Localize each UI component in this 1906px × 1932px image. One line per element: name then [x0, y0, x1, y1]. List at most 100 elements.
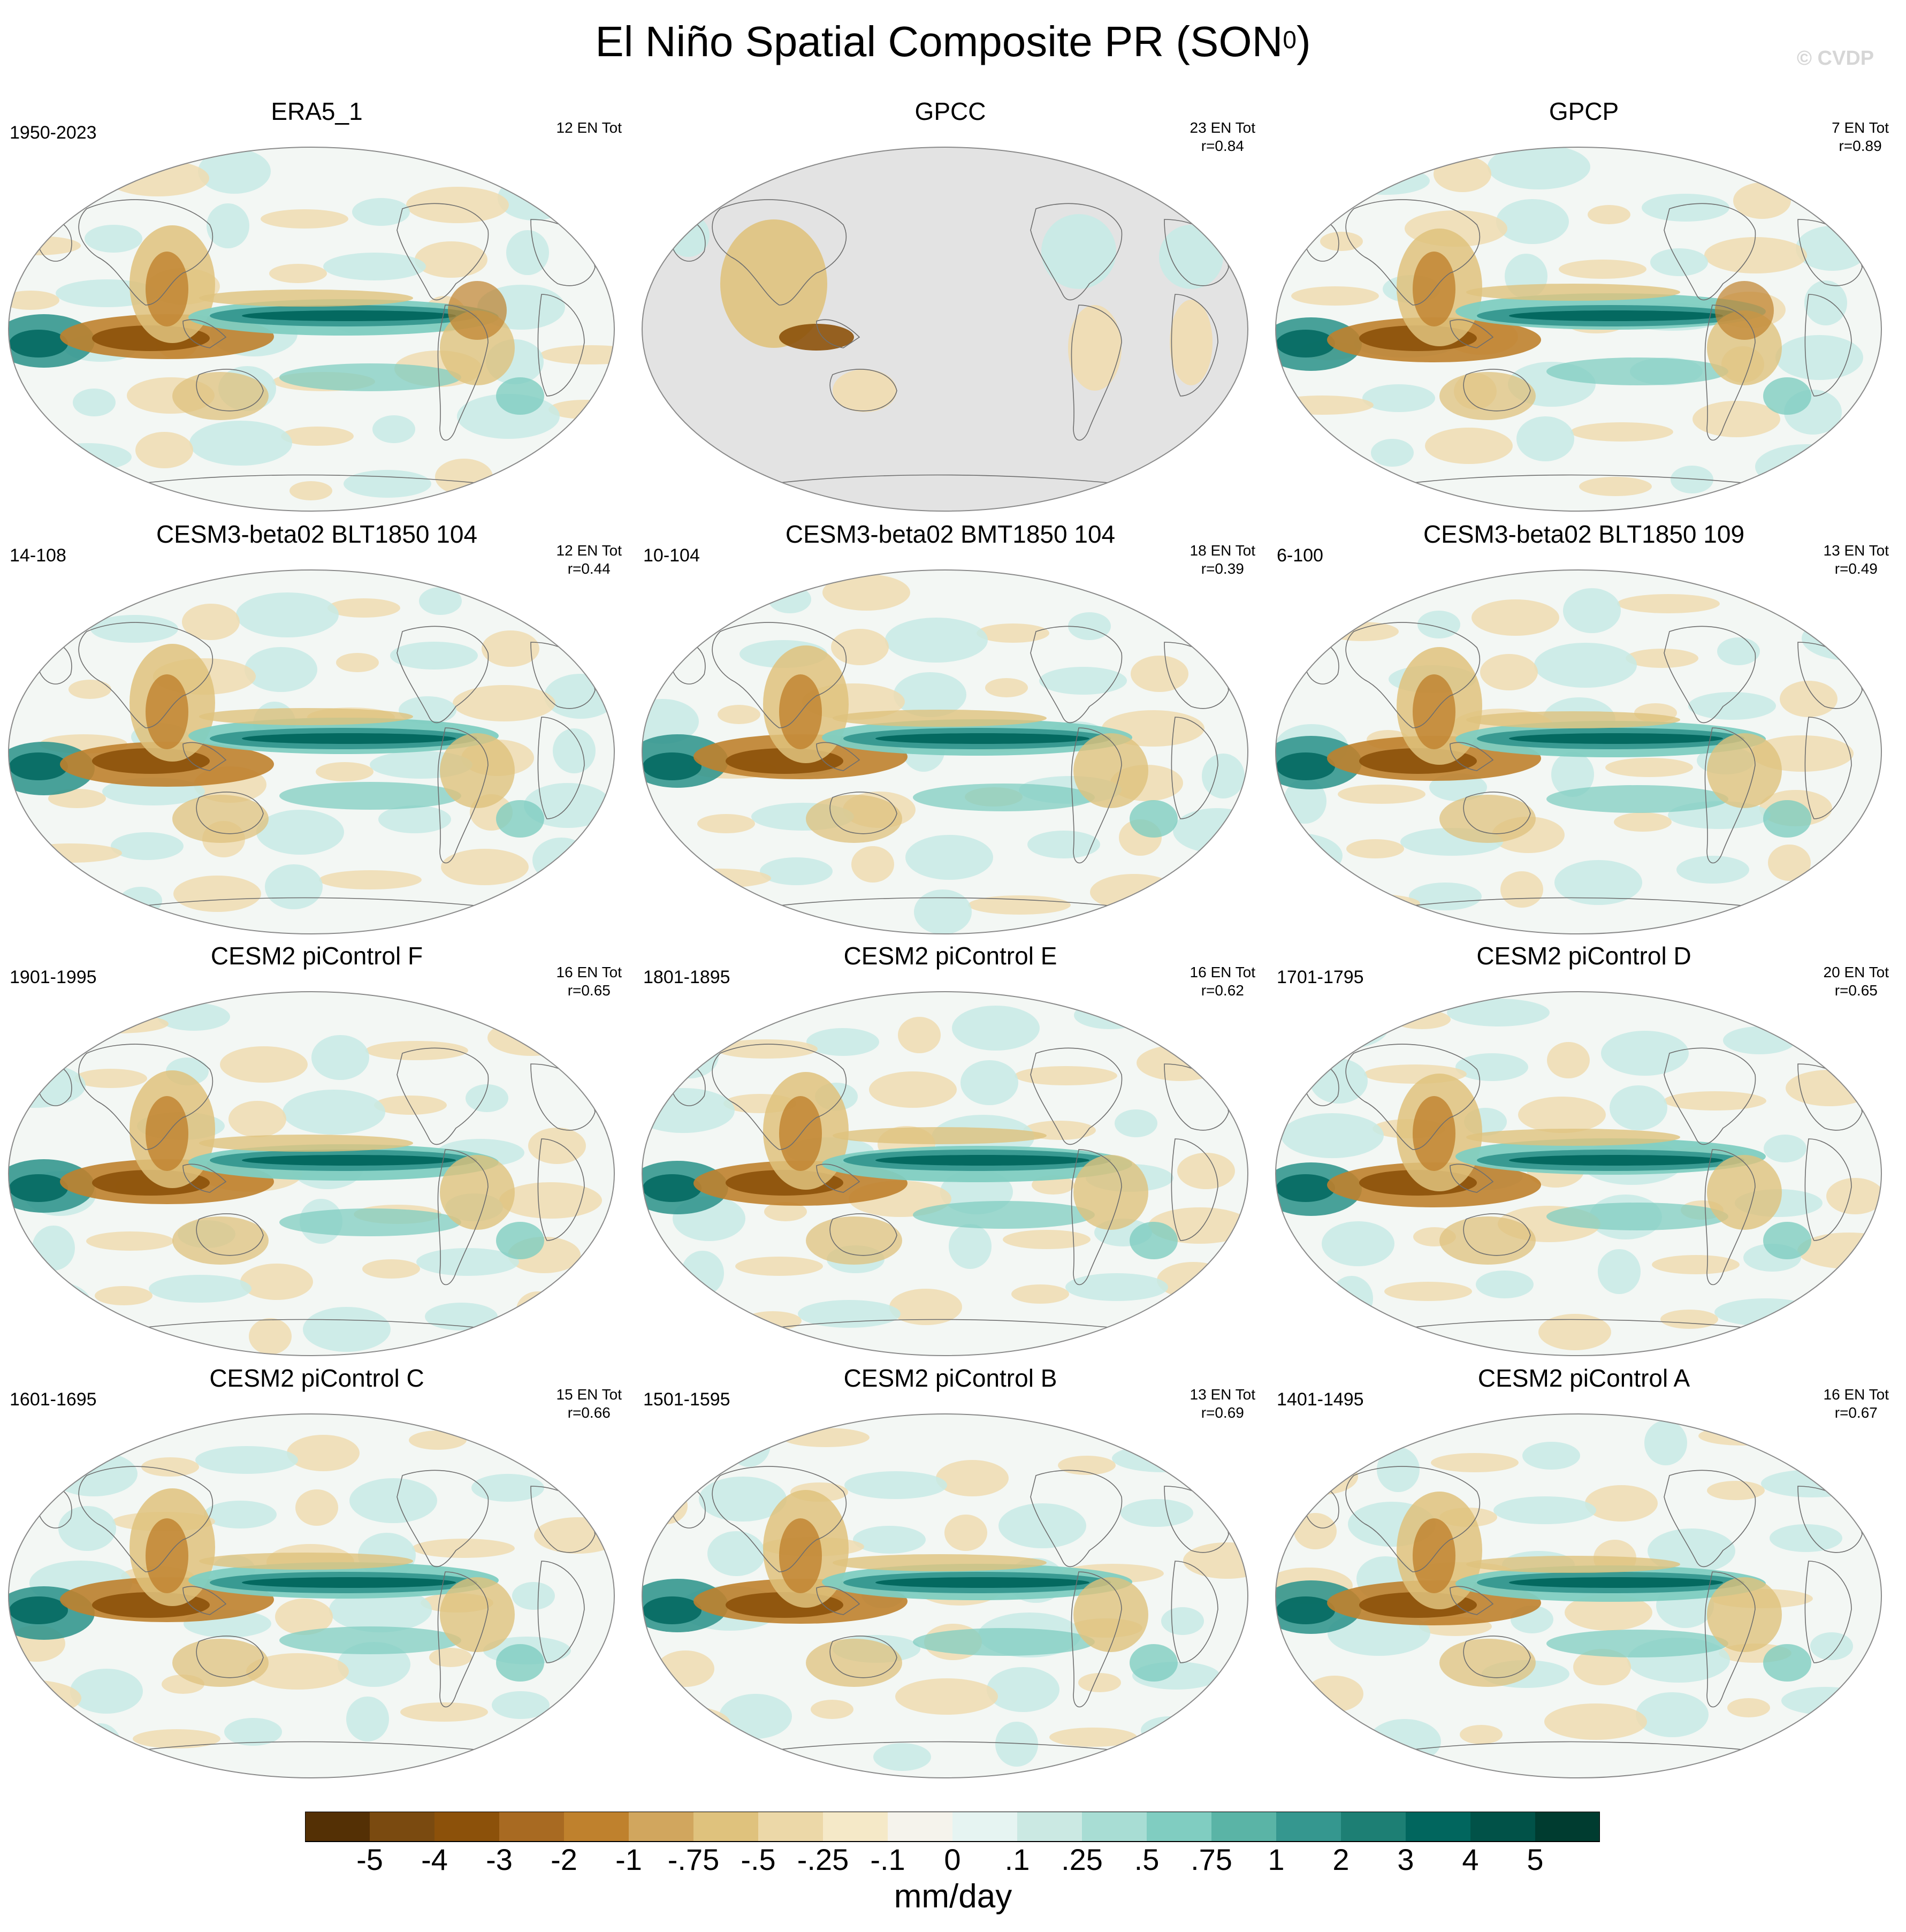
- colorbar-frame: [305, 1812, 1600, 1842]
- robinson-map: [8, 147, 615, 512]
- colorbar-swatch: [1535, 1812, 1600, 1842]
- panel-title: GPCP: [1549, 97, 1619, 125]
- colorbar: [305, 1812, 1600, 1842]
- colorbar-tick-label: -3: [486, 1843, 513, 1876]
- panel-title: CESM3-beta02 BMT1850 104: [785, 520, 1116, 548]
- panel-stats: 13 EN Tot r=0.49: [1824, 542, 1889, 578]
- map-panel: CESM2 piControl A 1401-1495 16 EN Tot r=0.6…: [1274, 1363, 1894, 1786]
- colorbar-tick-label: -.25: [797, 1843, 849, 1876]
- event-count: 15 EN Tot: [556, 1386, 622, 1403]
- panel-years: 1601-1695: [10, 1389, 97, 1410]
- colorbar-units: mm/day: [894, 1878, 1012, 1915]
- colorbar-swatch: [952, 1812, 1018, 1842]
- colorbar-swatch: [1470, 1812, 1536, 1842]
- robinson-map: [642, 147, 1248, 512]
- map-panel: GPCP 7 EN Tot r=0.89: [1274, 96, 1894, 519]
- colorbar-swatch: [1406, 1812, 1471, 1842]
- anomaly-field: [667, 199, 1229, 488]
- map-panel: CESM2 piControl E 1801-1895 16 EN Tot r=0.6…: [640, 941, 1261, 1364]
- event-count: 13 EN Tot: [1190, 1386, 1255, 1403]
- colorbar-tick-label: 3: [1397, 1843, 1414, 1876]
- panel-years: 1401-1495: [1277, 1389, 1364, 1410]
- event-count: 16 EN Tot: [556, 964, 622, 980]
- event-count: 16 EN Tot: [1190, 964, 1255, 980]
- pattern-correlation: r=0.44: [567, 560, 611, 577]
- colorbar-tick-label: 4: [1462, 1843, 1479, 1876]
- panel-title: CESM2 piControl D: [1476, 942, 1691, 970]
- panel-stats: 13 EN Tot r=0.69: [1190, 1386, 1255, 1422]
- robinson-map: [1275, 991, 1882, 1356]
- panel-stats: 23 EN Tot r=0.84: [1190, 119, 1255, 155]
- pattern-correlation: r=0.62: [1201, 982, 1244, 999]
- robinson-map: [642, 1413, 1248, 1778]
- colorbar-swatch: [1211, 1812, 1277, 1842]
- colorbar-swatch: [370, 1812, 435, 1842]
- colorbar-labels: -5 -4 -3 -2 -1 -.75 -.5 -.25 -.1 0 .1 .25 .5 .75 1 2 3 4 5: [305, 1841, 1600, 1884]
- colorbar-tick-label: -.5: [741, 1843, 776, 1876]
- event-count: 16 EN Tot: [1823, 1386, 1889, 1403]
- colorbar-swatch: [564, 1812, 629, 1842]
- map-panel: GPCC 23 EN Tot r=0.84: [640, 96, 1261, 519]
- panel-stats: 12 EN Tot r=0.44: [556, 542, 622, 578]
- robinson-map: [1275, 569, 1882, 934]
- pattern-correlation: r=0.39: [1201, 560, 1244, 577]
- colorbar-swatch: [1147, 1812, 1212, 1842]
- colorbar-swatch: [823, 1812, 888, 1842]
- colorbar-tick-label: .5: [1134, 1843, 1160, 1876]
- colorbar-tick-label: -5: [356, 1843, 383, 1876]
- colorbar-tick-label: 5: [1527, 1843, 1544, 1876]
- anomaly-field: [9, 587, 614, 934]
- map-panel: CESM2 piControl F 1901-1995 16 EN Tot r=0.6…: [6, 941, 627, 1364]
- anomaly-field: [1276, 999, 1881, 1350]
- colorbar-swatch: [1082, 1812, 1147, 1842]
- colorbar-tick-label: 0: [944, 1843, 961, 1876]
- panel-title: CESM2 piControl C: [209, 1364, 424, 1392]
- colorbar-swatch: [1341, 1812, 1406, 1842]
- colorbar-tick-label: -4: [421, 1843, 448, 1876]
- panel-title: CESM2 piControl B: [843, 1364, 1057, 1392]
- panel-title: CESM2 piControl A: [1477, 1364, 1690, 1392]
- map-border: [8, 569, 615, 934]
- pattern-correlation: r=0.84: [1201, 138, 1244, 154]
- panel-title: ERA5_1: [271, 97, 363, 125]
- colorbar-tick-label: -.1: [870, 1843, 905, 1876]
- map-border: [642, 991, 1248, 1356]
- map-border: [1275, 569, 1882, 934]
- pattern-correlation: r=0.65: [1834, 982, 1878, 999]
- colorbar-tick-label: .25: [1061, 1843, 1103, 1876]
- panel-years: 1901-1995: [10, 967, 97, 987]
- map-panel: CESM3-beta02 BLT1850 109 6-100 13 EN Tot r=…: [1274, 519, 1894, 942]
- panel-title: CESM2 piControl E: [843, 942, 1057, 970]
- panel-stats: 15 EN Tot r=0.66: [556, 1386, 622, 1422]
- map-panel: CESM3-beta02 BMT1850 104 10-104 18 EN Tot r…: [640, 519, 1261, 942]
- map-background: [642, 147, 1248, 511]
- panel-title: GPCC: [914, 97, 986, 125]
- pattern-correlation: r=0.67: [1834, 1404, 1878, 1421]
- panel-stats: 16 EN Tot r=0.67: [1824, 1386, 1889, 1422]
- panel-years: 10-104: [643, 545, 700, 566]
- colorbar-swatch: [434, 1812, 500, 1842]
- panel-title: CESM3-beta02 BLT1850 104: [156, 520, 478, 548]
- colorbar-swatch: [305, 1812, 370, 1842]
- pattern-correlation: r=0.49: [1834, 560, 1878, 577]
- robinson-map: [1275, 147, 1882, 512]
- colorbar-tick-label: .1: [1004, 1843, 1030, 1876]
- map-border: [8, 147, 615, 512]
- colorbar-swatch: [499, 1812, 565, 1842]
- panel-years: 1950-2023: [10, 123, 97, 143]
- colorbar-swatch: [1017, 1812, 1082, 1842]
- cvdp-watermark: © CVDP: [1797, 47, 1874, 70]
- map-border: [1275, 1413, 1882, 1778]
- colorbar-tick-label: .75: [1191, 1843, 1232, 1876]
- figure-title: El Niño Spatial Composite PR (SON0): [595, 18, 1311, 65]
- robinson-map: [8, 991, 615, 1356]
- map-border: [8, 1413, 615, 1778]
- panel-years: 6-100: [1277, 545, 1323, 566]
- map-panel: ERA5_1 1950-2023 12 EN Tot: [6, 96, 627, 519]
- event-count: 23 EN Tot: [1190, 119, 1255, 136]
- panel-stats: 16 EN Tot r=0.65: [556, 963, 622, 1000]
- event-count: 18 EN Tot: [1190, 542, 1255, 559]
- panel-title: CESM2 piControl F: [210, 942, 423, 970]
- event-count: 12 EN Tot: [556, 119, 622, 136]
- event-count: 12 EN Tot: [556, 542, 622, 559]
